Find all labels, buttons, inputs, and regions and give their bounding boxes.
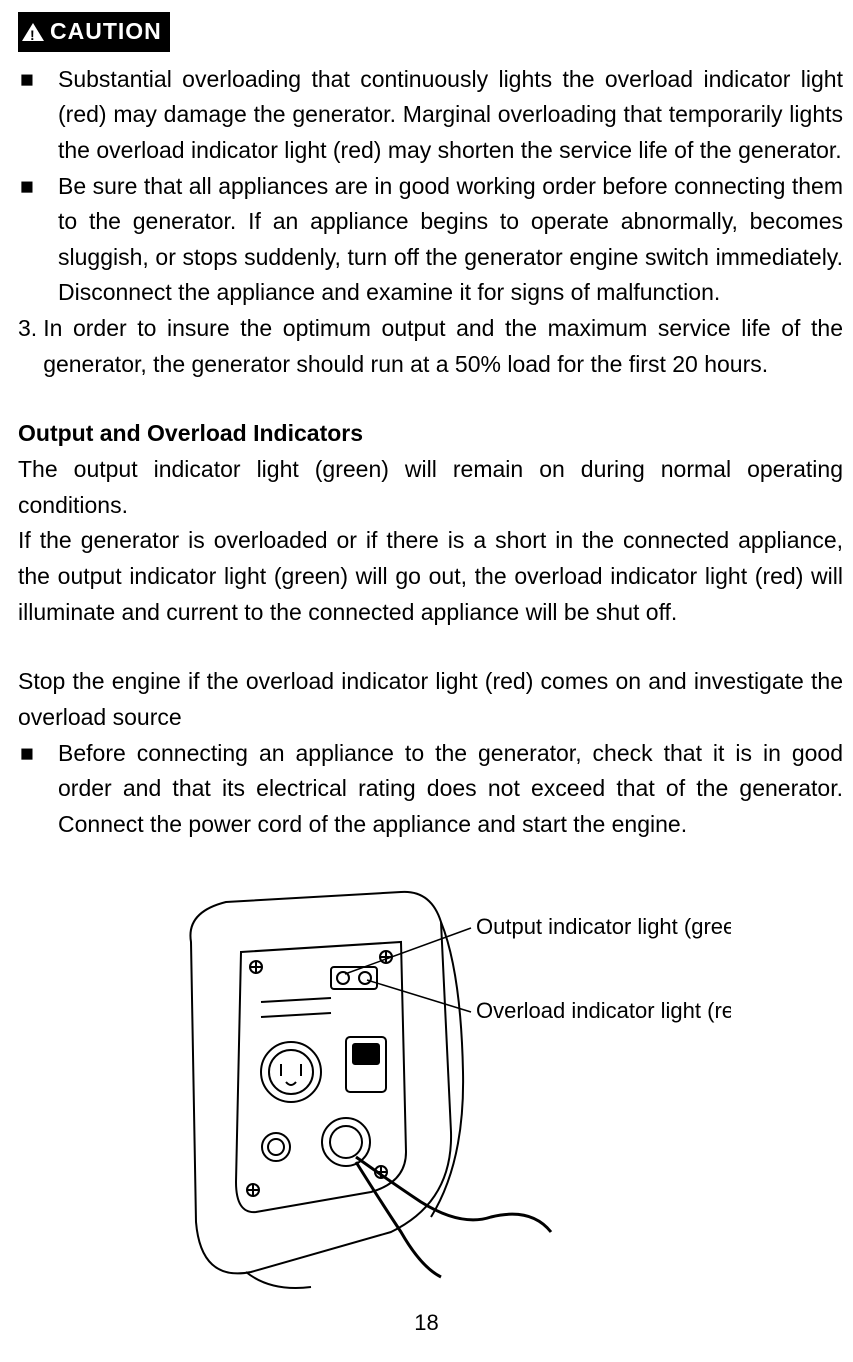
paragraph: The output indicator light (green) will … xyxy=(18,452,843,523)
numbered-marker: 3. xyxy=(18,311,37,382)
bullet-text: Be sure that all appliances are in good … xyxy=(58,169,843,312)
bullet-text: Before connecting an appliance to the ge… xyxy=(58,736,843,843)
bullet-item: ■ Substantial overloading that continuou… xyxy=(18,62,843,169)
bullet-mark: ■ xyxy=(18,62,58,169)
caution-label: CAUTION xyxy=(50,14,162,50)
warning-triangle-icon xyxy=(22,23,44,41)
panel-figure: Output indicator light (green) Overload … xyxy=(18,872,843,1292)
page-number: 18 xyxy=(0,1306,853,1340)
caution-bullets: ■ Substantial overloading that continuou… xyxy=(18,62,843,311)
figure-label-output: Output indicator light (green) xyxy=(476,914,731,939)
paragraph: If the generator is overloaded or if the… xyxy=(18,523,843,630)
paragraph: Stop the engine if the overload indicato… xyxy=(18,664,843,735)
caution-banner: CAUTION xyxy=(18,12,170,52)
action-bullets: ■ Before connecting an appliance to the … xyxy=(18,736,843,843)
panel-diagram-svg: Output indicator light (green) Overload … xyxy=(131,872,731,1292)
bullet-mark: ■ xyxy=(18,736,58,843)
numbered-item: 3. In order to insure the optimum output… xyxy=(18,311,843,382)
figure-label-overload: Overload indicator light (red) xyxy=(476,998,731,1023)
bullet-mark: ■ xyxy=(18,169,58,312)
section-heading: Output and Overload Indicators xyxy=(18,416,843,452)
bullet-text: Substantial overloading that continuousl… xyxy=(58,62,843,169)
bullet-item: ■ Before connecting an appliance to the … xyxy=(18,736,843,843)
numbered-text: In order to insure the optimum output an… xyxy=(37,311,843,382)
bullet-item: ■ Be sure that all appliances are in goo… xyxy=(18,169,843,312)
